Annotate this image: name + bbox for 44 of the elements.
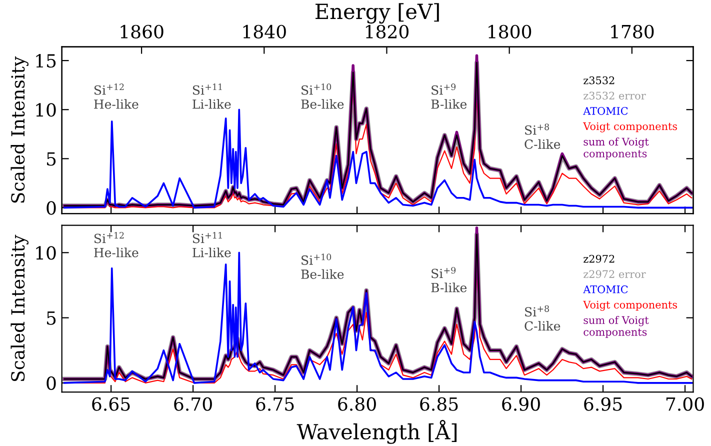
text: z2972 error xyxy=(584,270,646,278)
text: Voigt components xyxy=(583,300,677,311)
x-tick-label: 7.00 xyxy=(666,397,704,411)
x-tick-label: 6.70 xyxy=(174,397,212,411)
text: z2972 xyxy=(584,254,614,263)
x2-tick-label: 1840 xyxy=(243,24,286,38)
annotation: Si$^{+8}$ C-like xyxy=(524,124,560,149)
annotation: Si$^{+9}$ B-like xyxy=(431,84,467,109)
series-label: sum of Voigt components xyxy=(584,138,649,160)
y-tick-label: 10 xyxy=(36,103,56,117)
text: ATOMIC xyxy=(583,285,628,294)
text: z3532 xyxy=(584,76,614,84)
x2-tick-label: 1820 xyxy=(366,24,409,38)
x-tick-label: 6.80 xyxy=(338,397,376,411)
annotation: Si$^{+10}$ Be-like xyxy=(301,254,344,279)
y-axis-title: Scaled Intensity xyxy=(10,234,28,382)
annotation: Si$^{+11}$ Li-like xyxy=(192,232,231,258)
x-tick-label: 6.95 xyxy=(584,397,622,411)
annotation: Si$^{+12}$ He-like xyxy=(94,232,138,258)
text: z3532 error xyxy=(584,92,646,100)
annotation: Si$^{+11}$ Li-like xyxy=(192,84,231,109)
x2-tick-label: 1860 xyxy=(120,24,164,38)
annotation: Si$^{+8}$ C-like xyxy=(524,305,560,331)
y-tick-label: 0 xyxy=(46,201,56,215)
y-tick-label: 15 xyxy=(36,54,56,68)
y-axis-title: Scaled Intensity xyxy=(10,56,28,203)
text: ATOMIC xyxy=(583,106,628,115)
x2-axis-title: Energy [eV] xyxy=(316,3,439,24)
y-tick-label: 10 xyxy=(36,246,56,260)
annotation: Si$^{+12}$ He-like xyxy=(94,84,138,109)
series-label: sum of Voigt components xyxy=(584,316,649,338)
y-tick-label: 5 xyxy=(47,311,56,325)
x-tick-label: 6.65 xyxy=(92,397,130,411)
x-tick-label: 6.75 xyxy=(256,397,294,411)
y-tick-label: 0 xyxy=(46,376,56,390)
x-tick-label: 6.90 xyxy=(502,397,540,411)
text: Voigt components xyxy=(583,122,677,132)
annotation: Si$^{+9}$ B-like xyxy=(431,267,467,292)
y-tick-label: 5 xyxy=(47,152,56,166)
x-axis-title: Wavelength [Å] xyxy=(296,420,457,444)
x2-tick-label: 1780 xyxy=(611,24,654,38)
x2-tick-label: 1800 xyxy=(488,24,532,38)
x-tick-label: 6.85 xyxy=(420,397,458,411)
annotation: Si$^{+10}$ Be-like xyxy=(301,84,344,109)
